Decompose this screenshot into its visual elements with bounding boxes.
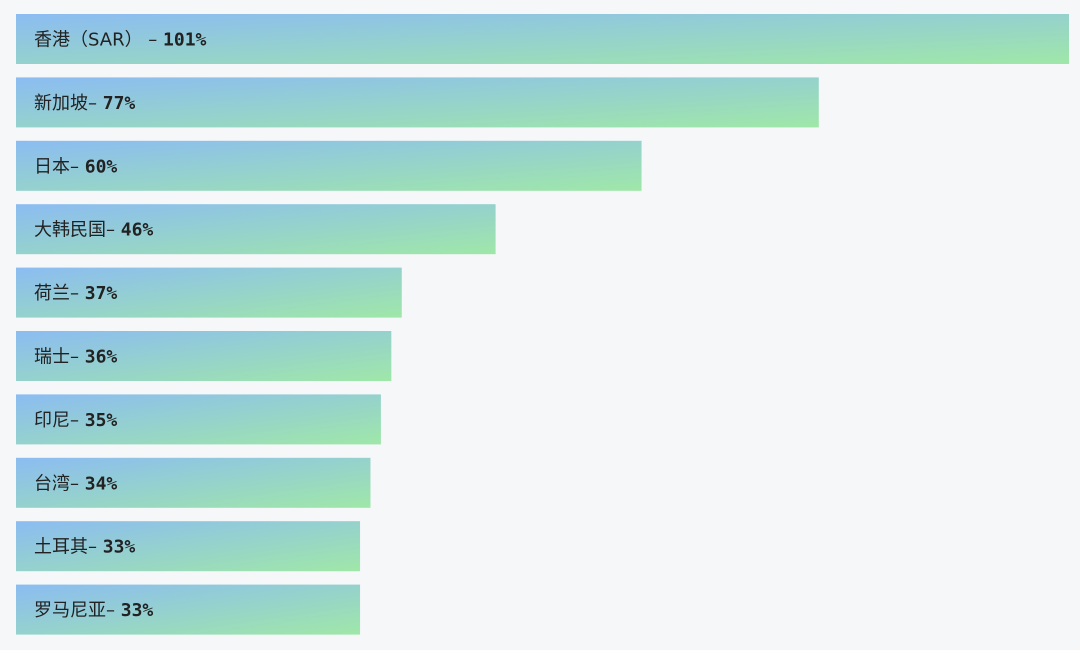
category-label-3: 大韩民国– bbox=[34, 220, 121, 241]
value-label-7: 34% bbox=[85, 473, 118, 494]
bar-label-8: 土耳其– 33% bbox=[34, 537, 135, 558]
category-label-8: 土耳其– bbox=[34, 537, 103, 558]
bar-9 bbox=[16, 584, 361, 635]
value-label-4: 37% bbox=[85, 283, 118, 304]
bar-8 bbox=[16, 521, 361, 572]
bar-label-4: 荷兰– 37% bbox=[34, 283, 117, 304]
bar-1 bbox=[16, 77, 819, 128]
value-label-3: 46% bbox=[121, 220, 154, 241]
bar-4 bbox=[16, 267, 402, 318]
bars-group: 香港（SAR） – 101% 新加坡– 77% 日本– 60% 大韩民国– 46% 荷兰… bbox=[16, 14, 1069, 635]
category-label-0: 香港（SAR） – bbox=[34, 30, 163, 51]
value-label-0: 101% bbox=[163, 30, 207, 51]
value-label-1: 77% bbox=[103, 93, 136, 114]
bar-0 bbox=[16, 14, 1069, 64]
bar-label-5: 瑞士– 36% bbox=[34, 347, 117, 368]
bar-5 bbox=[16, 331, 392, 381]
value-label-6: 35% bbox=[85, 410, 118, 431]
bar-label-7: 台湾– 34% bbox=[34, 473, 117, 494]
category-label-1: 新加坡– bbox=[34, 93, 103, 114]
bar-label-0: 香港（SAR） – 101% bbox=[34, 30, 207, 51]
category-label-9: 罗马尼亚– bbox=[34, 600, 121, 621]
category-label-6: 印尼– bbox=[34, 410, 85, 431]
bar-label-1: 新加坡– 77% bbox=[34, 93, 135, 114]
value-label-9: 33% bbox=[121, 600, 154, 621]
bar-7 bbox=[16, 457, 371, 508]
bar-label-2: 日本– 60% bbox=[34, 156, 117, 177]
bar-label-6: 印尼– 35% bbox=[34, 410, 117, 431]
value-label-8: 33% bbox=[103, 537, 136, 558]
value-label-5: 36% bbox=[85, 347, 118, 368]
category-label-4: 荷兰– bbox=[34, 283, 85, 304]
bar-label-9: 罗马尼亚– 33% bbox=[34, 600, 153, 621]
bar-6 bbox=[16, 394, 381, 445]
category-label-7: 台湾– bbox=[34, 473, 85, 494]
value-label-2: 60% bbox=[85, 156, 118, 177]
bar-2 bbox=[16, 140, 642, 191]
category-label-2: 日本– bbox=[34, 156, 85, 177]
bar-3 bbox=[16, 204, 496, 255]
category-label-5: 瑞士– bbox=[34, 347, 85, 368]
bar-label-3: 大韩民国– 46% bbox=[34, 220, 153, 241]
